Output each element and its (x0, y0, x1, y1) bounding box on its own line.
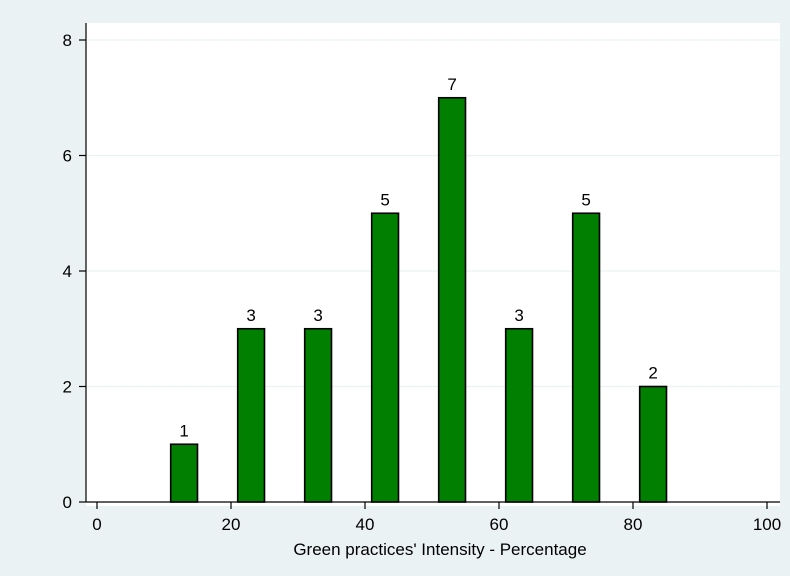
bar (437, 96, 467, 503)
bar-value-label: 2 (648, 364, 657, 383)
x-tick-label: 0 (92, 515, 101, 534)
bar-value-label: 5 (380, 190, 389, 209)
bar-value-label: 5 (581, 190, 590, 209)
y-tick-label: 8 (63, 31, 72, 50)
y-tick-label: 6 (63, 147, 72, 166)
bar-value-label: 3 (313, 306, 322, 325)
bar (236, 327, 266, 503)
bar (303, 327, 333, 503)
bar-value-labels: 1 3 3 5 7 3 5 2 (179, 75, 657, 441)
bar (169, 443, 199, 503)
bar-value-label: 3 (514, 306, 523, 325)
x-tick-label: 60 (490, 515, 509, 534)
bar-value-label: 3 (246, 306, 255, 325)
bar-value-label: 7 (447, 75, 456, 94)
bar (370, 212, 400, 503)
x-tick-label: 20 (222, 515, 241, 534)
bar (571, 212, 601, 503)
bar (504, 327, 534, 503)
x-tick-label: 80 (624, 515, 643, 534)
bar (638, 385, 668, 503)
y-tick-label: 4 (63, 262, 72, 281)
bar-value-label: 1 (179, 421, 188, 440)
plot-area (86, 23, 780, 506)
x-axis-title: Green practices' Intensity - Percentage (293, 540, 586, 559)
y-tick-label: 0 (63, 493, 72, 512)
y-tick-label: 2 (63, 378, 72, 397)
x-tick-label: 100 (753, 515, 781, 534)
x-tick-label: 40 (356, 515, 375, 534)
